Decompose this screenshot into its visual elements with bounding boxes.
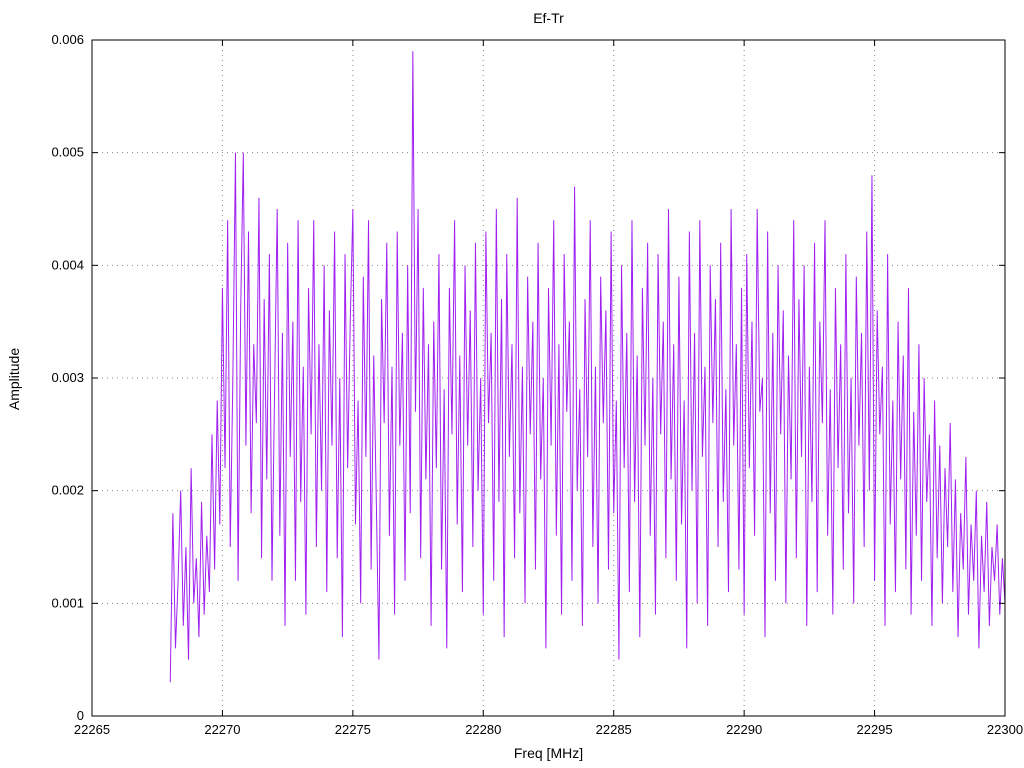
y-tick-label: 0.001: [51, 595, 84, 610]
x-tick-label: 22270: [204, 722, 240, 737]
x-tick-label: 22265: [74, 722, 110, 737]
y-tick-label: 0: [77, 708, 84, 723]
x-tick-label: 22285: [596, 722, 632, 737]
spectrum-line: [169, 51, 1006, 683]
chart-title: Ef-Tr: [533, 10, 564, 26]
x-tick-label: 22275: [335, 722, 371, 737]
y-tick-label: 0.004: [51, 257, 84, 272]
y-tick-label: 0.005: [51, 145, 84, 160]
y-tick-label: 0.002: [51, 483, 84, 498]
x-tick-label: 22280: [465, 722, 501, 737]
y-tick-label: 0.003: [51, 370, 84, 385]
x-axis-label: Freq [MHz]: [513, 745, 584, 761]
x-tick-label: 22300: [987, 722, 1023, 737]
x-tick-label: 22290: [726, 722, 762, 737]
y-tick-label: 0.006: [51, 32, 84, 47]
x-tick-label: 22295: [856, 722, 892, 737]
